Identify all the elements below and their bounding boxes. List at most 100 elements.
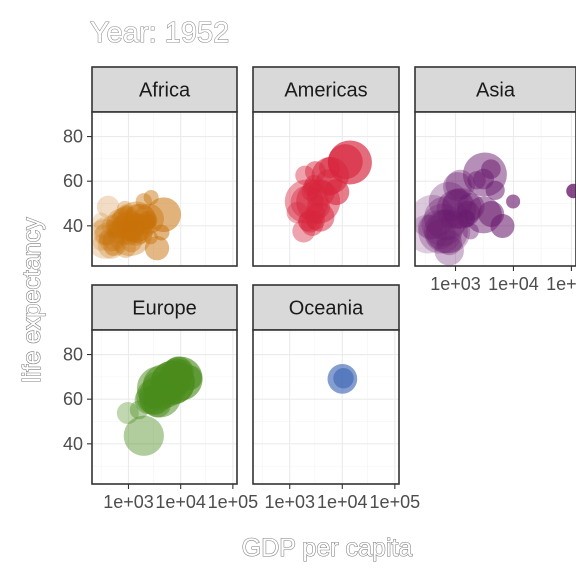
- data-point: [166, 364, 181, 379]
- data-point: [110, 220, 134, 244]
- data-point: [136, 212, 155, 230]
- data-point: [304, 174, 324, 195]
- data-point: [426, 209, 471, 254]
- x-tick-label: 1e+05: [208, 492, 259, 512]
- data-point: [97, 231, 125, 259]
- data-point: [123, 215, 140, 231]
- data-point: [102, 229, 125, 252]
- y-axis-title: life expectancy: [18, 217, 46, 383]
- data-point: [116, 402, 139, 425]
- data-point: [144, 235, 170, 261]
- strip-label-europe: Europe: [132, 298, 197, 320]
- points-africa: [92, 189, 182, 261]
- strip-americas: [252, 66, 400, 113]
- data-point: [143, 230, 158, 245]
- panel-background: [253, 330, 399, 484]
- data-point: [118, 204, 133, 219]
- panel-border: [91, 329, 238, 485]
- panel-asia: Asia 1e+03 1e+04 1e+05: [414, 66, 576, 294]
- data-point: [456, 193, 485, 221]
- strip-asia: [414, 66, 576, 113]
- panel-border: [91, 111, 238, 267]
- data-point: [566, 183, 576, 199]
- data-point: [116, 200, 133, 217]
- data-point: [98, 230, 114, 246]
- points-americas: [284, 140, 372, 243]
- data-point: [93, 225, 113, 245]
- data-point: [467, 171, 486, 190]
- data-point: [490, 214, 515, 239]
- x-tick-label: 1e+03: [264, 492, 315, 512]
- data-point: [115, 237, 136, 258]
- data-point: [123, 217, 138, 232]
- panel-border: [414, 111, 576, 267]
- y-tick-label: 80: [63, 345, 83, 365]
- data-point: [302, 178, 321, 197]
- data-point: [304, 161, 326, 183]
- data-point: [94, 222, 118, 246]
- data-point: [106, 208, 136, 238]
- data-point: [115, 219, 135, 239]
- data-point: [104, 240, 120, 256]
- data-point: [123, 415, 164, 456]
- data-point: [108, 212, 135, 240]
- y-tick-label: 40: [63, 216, 83, 236]
- data-point: [456, 209, 476, 228]
- data-point: [421, 203, 465, 247]
- data-point: [105, 210, 141, 246]
- data-point: [319, 157, 341, 179]
- data-point: [140, 213, 157, 231]
- y-tick-label: 60: [63, 171, 83, 191]
- data-point: [423, 209, 468, 254]
- strip-label-asia: Asia: [476, 80, 516, 102]
- data-point: [481, 159, 501, 179]
- data-point: [124, 203, 156, 235]
- x-tick-label: 1e+05: [546, 274, 576, 294]
- data-point: [153, 224, 170, 241]
- data-point: [304, 203, 326, 225]
- data-point: [112, 215, 131, 234]
- x-tick-label: 1e+04: [317, 492, 368, 512]
- data-point: [462, 223, 479, 240]
- data-point: [306, 195, 331, 219]
- data-point: [445, 169, 476, 200]
- data-point: [124, 214, 155, 244]
- data-point: [120, 210, 143, 233]
- chart-title: Year: 1952: [90, 17, 229, 49]
- strip-label-africa: Africa: [139, 80, 191, 102]
- data-point: [143, 189, 159, 206]
- data-point: [101, 215, 124, 237]
- data-point: [428, 181, 469, 222]
- x-tick-label: 1e+04: [155, 492, 206, 512]
- x-tick-label: 1e+04: [488, 274, 539, 294]
- data-point: [301, 182, 320, 201]
- data-point: [135, 193, 152, 210]
- x-axis-title: GDP per capita: [242, 534, 413, 562]
- data-point: [458, 210, 475, 228]
- points-europe: [116, 356, 203, 456]
- facet-panels: Africa406080AmericasAsia1e+031e+041e+05E…: [63, 66, 576, 512]
- data-point: [436, 189, 476, 229]
- data-point: [440, 212, 459, 230]
- data-point: [418, 209, 463, 254]
- panel-americas: Americas: [252, 66, 400, 267]
- data-point: [306, 189, 324, 206]
- data-point: [306, 211, 325, 230]
- data-point: [121, 219, 144, 241]
- data-point: [111, 207, 139, 235]
- data-point: [120, 226, 140, 246]
- strip-label-oceania: Oceania: [289, 298, 364, 320]
- data-point: [297, 211, 318, 232]
- panel-border: [252, 329, 400, 485]
- x-tick-label: 1e+03: [430, 274, 481, 294]
- data-point: [92, 234, 110, 251]
- data-point: [443, 172, 472, 202]
- y-tick-label: 40: [63, 434, 83, 454]
- data-point: [124, 220, 150, 246]
- data-point: [98, 228, 123, 252]
- data-point: [323, 179, 350, 206]
- x-tick-label: 1e+03: [103, 492, 154, 512]
- data-point: [102, 231, 128, 257]
- points-asia: [415, 152, 576, 266]
- strip-label-americas: Americas: [284, 80, 367, 102]
